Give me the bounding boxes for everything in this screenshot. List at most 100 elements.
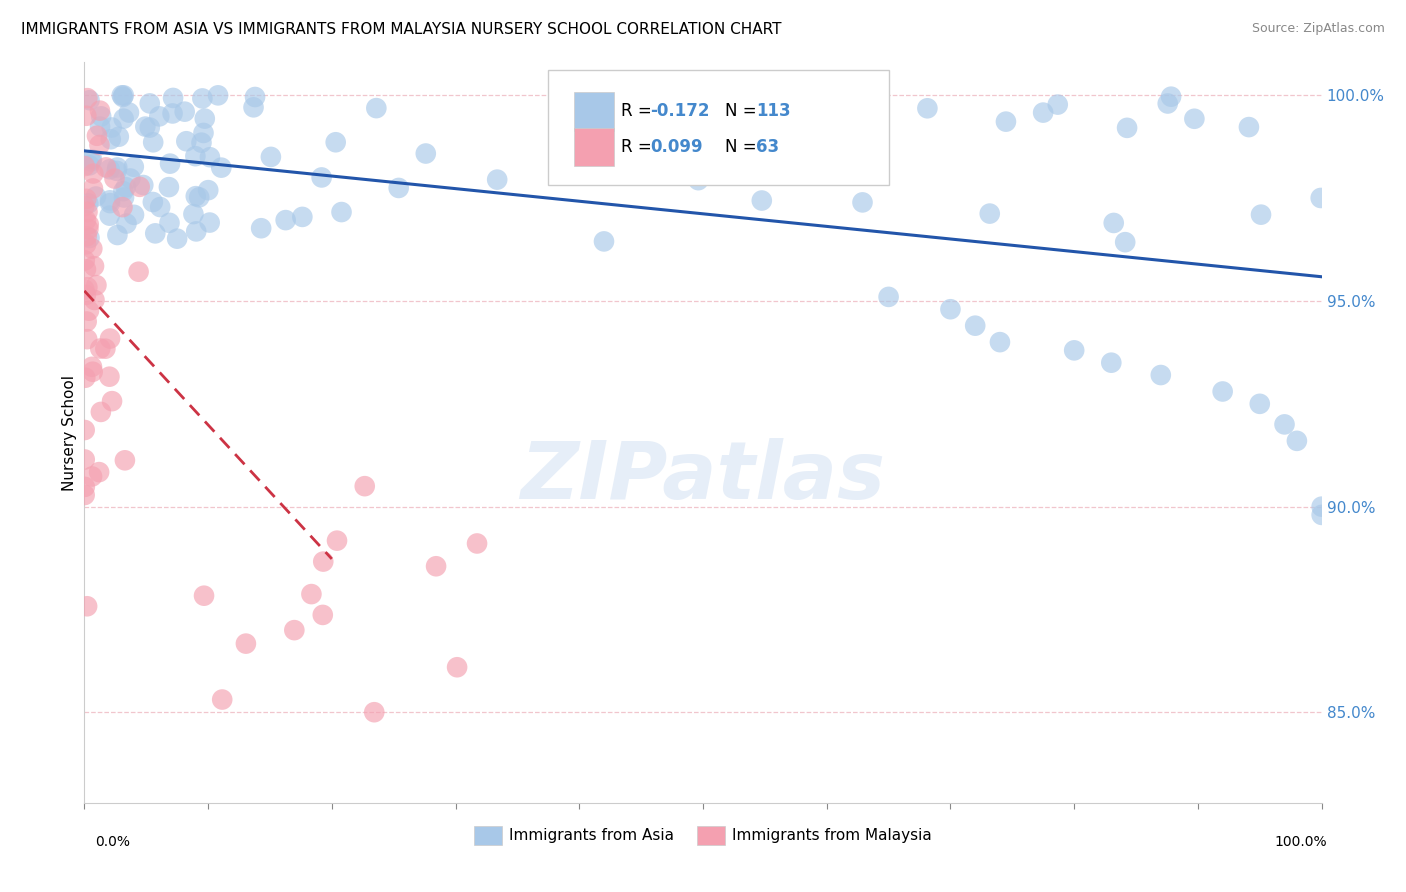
Point xyxy=(291,210,314,224)
Point xyxy=(100,132,122,146)
Point xyxy=(73,253,96,268)
Point xyxy=(162,106,184,120)
Point xyxy=(77,222,100,236)
Point xyxy=(312,607,335,622)
Point xyxy=(603,159,626,173)
Point xyxy=(103,171,125,186)
Point xyxy=(593,235,616,249)
Point xyxy=(100,120,122,135)
Point xyxy=(128,265,150,279)
Point xyxy=(366,101,388,115)
Point xyxy=(143,227,166,241)
Point xyxy=(75,262,97,277)
Point xyxy=(76,280,98,294)
Point xyxy=(76,229,98,244)
Text: -0.172: -0.172 xyxy=(650,103,709,120)
Point xyxy=(89,103,111,118)
Text: R =: R = xyxy=(621,103,658,120)
Point xyxy=(176,134,198,148)
Point xyxy=(112,190,135,204)
FancyBboxPatch shape xyxy=(574,92,614,130)
Point xyxy=(115,180,138,194)
Point xyxy=(979,206,1001,220)
Point xyxy=(82,365,104,379)
Point xyxy=(98,196,121,211)
Point xyxy=(73,452,96,467)
Text: 0.099: 0.099 xyxy=(650,138,703,156)
Point xyxy=(98,369,121,384)
Point xyxy=(706,161,728,175)
Point xyxy=(73,488,96,502)
Point xyxy=(77,196,100,211)
FancyBboxPatch shape xyxy=(548,70,889,185)
Point xyxy=(80,153,103,167)
Point xyxy=(486,172,509,186)
Point xyxy=(193,126,215,140)
Point xyxy=(415,146,437,161)
Text: N =: N = xyxy=(725,103,762,120)
Point xyxy=(197,183,219,197)
Point xyxy=(994,114,1017,128)
Point xyxy=(80,359,103,374)
Point xyxy=(75,370,97,384)
Point xyxy=(107,227,129,242)
Point xyxy=(79,158,101,172)
Point xyxy=(73,423,96,437)
Text: Source: ZipAtlas.com: Source: ZipAtlas.com xyxy=(1251,22,1385,36)
Point xyxy=(1310,508,1333,522)
Point xyxy=(184,149,207,163)
Point xyxy=(73,480,96,494)
Point xyxy=(83,293,105,307)
Point xyxy=(149,200,172,214)
Point xyxy=(988,335,1011,350)
Point xyxy=(733,163,755,178)
Point xyxy=(1063,343,1085,358)
Text: IMMIGRANTS FROM ASIA VS IMMIGRANTS FROM MALAYSIA NURSERY SCHOOL CORRELATION CHAR: IMMIGRANTS FROM ASIA VS IMMIGRANTS FROM … xyxy=(21,22,782,37)
Point xyxy=(86,128,108,143)
Point xyxy=(688,173,710,187)
Point xyxy=(769,106,792,120)
Point xyxy=(917,101,939,115)
Point xyxy=(90,109,112,123)
Point xyxy=(1309,191,1331,205)
Point xyxy=(76,314,98,328)
Point xyxy=(188,190,211,204)
Point xyxy=(186,224,208,238)
Legend: Immigrants from Asia, Immigrants from Malaysia: Immigrants from Asia, Immigrants from Ma… xyxy=(468,820,938,851)
Point xyxy=(1150,368,1173,382)
Point xyxy=(79,93,101,107)
Point xyxy=(82,242,104,256)
Point xyxy=(73,283,96,297)
Point xyxy=(1116,120,1139,135)
Point xyxy=(98,194,121,208)
Point xyxy=(75,237,97,252)
Point xyxy=(173,104,195,119)
Point xyxy=(128,179,150,194)
Point xyxy=(75,288,97,302)
Point xyxy=(101,394,124,409)
Point xyxy=(98,209,121,223)
Point xyxy=(939,302,962,317)
Point xyxy=(446,660,468,674)
Point xyxy=(193,589,215,603)
Point xyxy=(1099,356,1122,370)
Point xyxy=(114,453,136,467)
Point xyxy=(89,342,111,356)
Point xyxy=(194,112,217,126)
Point xyxy=(1102,216,1125,230)
Point xyxy=(73,199,96,213)
Point xyxy=(1157,96,1180,111)
Point xyxy=(274,213,297,227)
Point xyxy=(77,303,100,318)
Point xyxy=(363,705,385,719)
Text: 113: 113 xyxy=(756,103,790,120)
Point xyxy=(112,184,135,198)
Point xyxy=(76,332,98,346)
Point xyxy=(242,100,264,114)
Point xyxy=(122,208,145,222)
Point xyxy=(1310,500,1333,514)
Point xyxy=(82,181,104,195)
Point xyxy=(76,91,98,105)
Point xyxy=(198,216,221,230)
Point xyxy=(330,205,353,219)
